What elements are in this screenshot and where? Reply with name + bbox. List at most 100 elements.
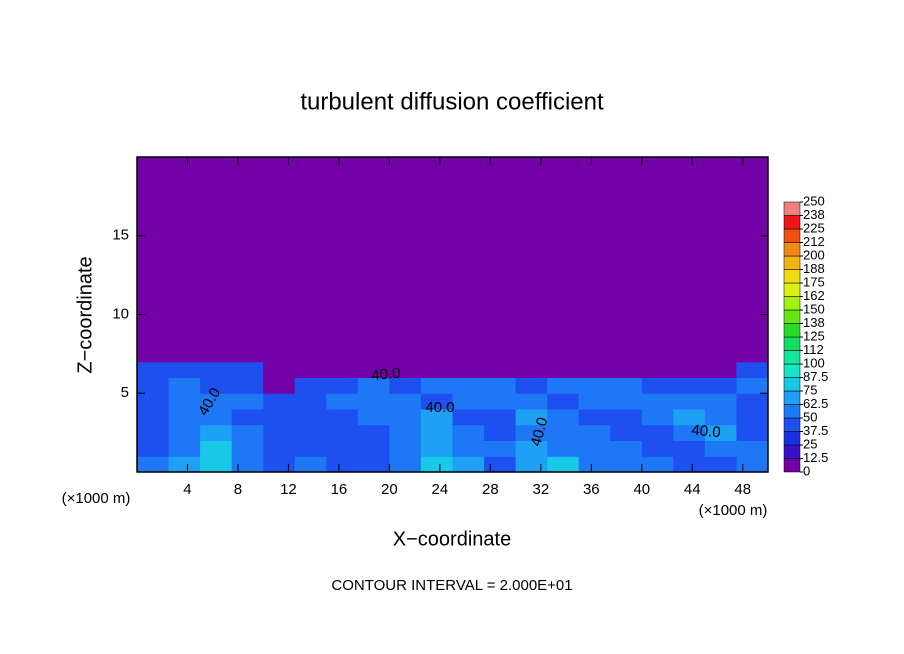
field-cell — [231, 157, 264, 363]
field-cell — [420, 157, 453, 363]
colorbar-label: 37.5 — [803, 423, 828, 438]
colorbar-swatch — [783, 444, 801, 459]
field-cell — [736, 377, 769, 394]
field-cell — [704, 409, 737, 426]
field-cell — [168, 424, 201, 441]
field-cell — [389, 440, 422, 457]
field-cell — [610, 456, 643, 473]
field-cell — [137, 440, 170, 457]
field-cell — [547, 440, 580, 457]
field-cell — [610, 393, 643, 410]
y-tick-label: 15 — [112, 227, 129, 244]
field-cell — [610, 361, 643, 378]
x-tick-label: 40 — [633, 481, 650, 498]
field-cell — [389, 456, 422, 473]
x-tick-label: 44 — [684, 481, 701, 498]
field-cell — [452, 377, 485, 394]
field-cell — [610, 409, 643, 426]
contour-label: 40.0 — [691, 422, 722, 441]
field-cell — [515, 361, 548, 378]
field-cell — [736, 157, 769, 363]
field-cell — [357, 440, 390, 457]
field-cell — [484, 456, 517, 473]
field-cell — [704, 440, 737, 457]
field-cell — [389, 377, 422, 394]
field-cell — [704, 424, 737, 441]
colorbar-label: 250 — [803, 193, 825, 208]
field-cell — [736, 456, 769, 473]
field-cell — [137, 456, 170, 473]
field-cell — [610, 424, 643, 441]
x-tick-label: 20 — [381, 481, 398, 498]
field-cell — [704, 393, 737, 410]
field-cell — [484, 393, 517, 410]
x-tick-label: 12 — [280, 481, 297, 498]
field-cell — [200, 361, 233, 378]
field-cell — [641, 393, 674, 410]
field-cell — [736, 393, 769, 410]
colorbar-label: 150 — [803, 301, 825, 316]
colorbar-swatch — [783, 404, 801, 419]
field-cell — [357, 393, 390, 410]
field-cell — [420, 361, 453, 378]
field-cell — [263, 157, 296, 363]
field-cell — [294, 393, 327, 410]
field-cell — [673, 361, 706, 378]
colorbar-label: 200 — [803, 247, 825, 262]
field-cell — [484, 409, 517, 426]
field-cell — [137, 409, 170, 426]
colorbar-label: 225 — [803, 220, 825, 235]
field-cell — [137, 157, 170, 363]
field-cell — [294, 456, 327, 473]
field-cell — [200, 377, 233, 394]
colorbar-label: 0 — [803, 463, 810, 478]
field-cell — [200, 393, 233, 410]
colorbar-label: 125 — [803, 328, 825, 343]
field-cell — [263, 377, 296, 394]
x-tick-label: 28 — [482, 481, 499, 498]
field-cell — [704, 361, 737, 378]
field-cell — [484, 361, 517, 378]
colorbar-swatch — [783, 201, 801, 216]
field-cell — [578, 361, 611, 378]
y-unit-label: (×1000 m) — [62, 490, 131, 507]
field-cell — [673, 409, 706, 426]
field-cell — [704, 377, 737, 394]
field-cell — [547, 377, 580, 394]
field-cell — [263, 456, 296, 473]
field-cell — [578, 456, 611, 473]
x-tick-label: 8 — [234, 481, 242, 498]
field-cell — [389, 361, 422, 378]
field-cell — [294, 361, 327, 378]
field-cell — [641, 456, 674, 473]
contour-label: 40.0 — [371, 365, 402, 384]
colorbar-label: 25 — [803, 436, 817, 451]
field-cell — [263, 393, 296, 410]
field-cell — [515, 377, 548, 394]
field-cell — [641, 361, 674, 378]
field-cell — [673, 393, 706, 410]
field-cell — [515, 157, 548, 363]
x-tick-label: 24 — [432, 481, 449, 498]
field-cell — [736, 424, 769, 441]
field-cell — [578, 440, 611, 457]
field-cell — [137, 424, 170, 441]
field-cell — [326, 456, 359, 473]
field-cell — [673, 456, 706, 473]
colorbar-label: 212 — [803, 234, 825, 249]
field-cell — [420, 393, 453, 410]
contour-label: 40.0 — [425, 399, 454, 416]
field-cell — [578, 424, 611, 441]
field-cell — [231, 456, 264, 473]
colorbar-swatch — [783, 228, 801, 243]
field-cell — [420, 424, 453, 441]
field-cell — [263, 361, 296, 378]
colorbar-label: 112 — [803, 342, 824, 357]
field-cell — [610, 377, 643, 394]
y-tick-label: 5 — [121, 384, 129, 401]
colorbar-label: 238 — [803, 207, 825, 222]
field-cell — [294, 424, 327, 441]
field-cell — [326, 393, 359, 410]
field-cell — [263, 440, 296, 457]
